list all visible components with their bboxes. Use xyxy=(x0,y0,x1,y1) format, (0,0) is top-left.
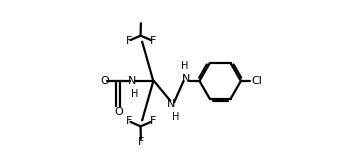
Text: F: F xyxy=(125,116,132,126)
Text: H: H xyxy=(181,61,189,71)
Text: Cl: Cl xyxy=(251,76,262,86)
Text: N: N xyxy=(182,74,191,84)
Text: H: H xyxy=(131,89,138,99)
Text: F: F xyxy=(125,36,132,46)
Text: N: N xyxy=(167,99,175,109)
Text: H: H xyxy=(172,112,179,122)
Text: F: F xyxy=(138,137,144,147)
Text: N: N xyxy=(128,76,136,86)
Text: O: O xyxy=(114,107,122,117)
Text: O: O xyxy=(101,76,109,86)
Text: F: F xyxy=(150,116,156,126)
Text: F: F xyxy=(150,36,156,46)
